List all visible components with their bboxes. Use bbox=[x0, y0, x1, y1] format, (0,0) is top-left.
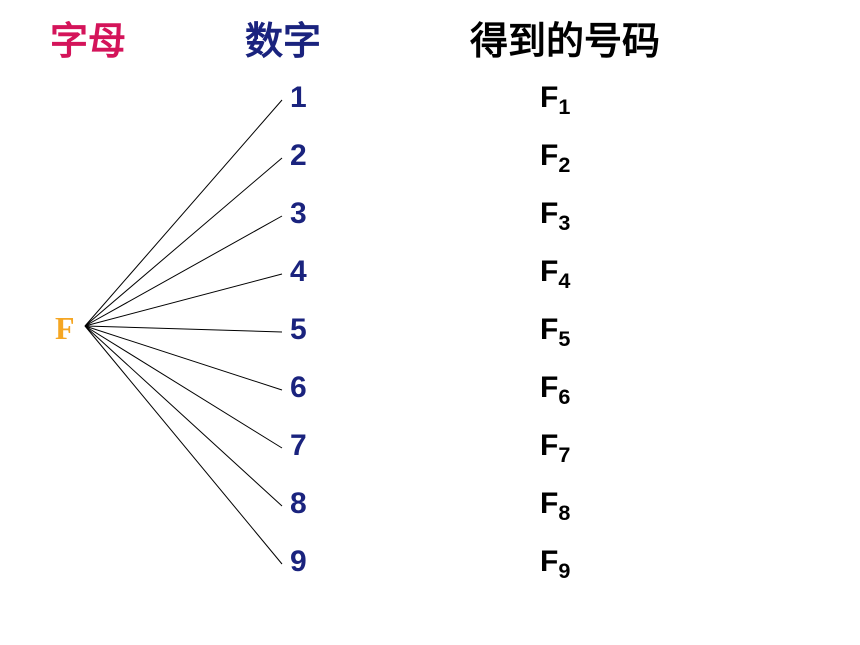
branch-line-8 bbox=[85, 326, 282, 506]
code-sub: 2 bbox=[558, 152, 570, 177]
header-letter: 字母 bbox=[50, 10, 126, 65]
code-sub: 3 bbox=[558, 210, 570, 235]
branch-line-5 bbox=[85, 326, 282, 332]
code-sub: 9 bbox=[558, 558, 570, 583]
number-5: 5 bbox=[290, 313, 307, 347]
code-sub: 7 bbox=[558, 442, 570, 467]
code-F2: F2 bbox=[540, 139, 570, 178]
branch-line-7 bbox=[85, 326, 282, 448]
header-number: 数字 bbox=[245, 10, 321, 65]
number-4: 4 bbox=[290, 255, 307, 289]
root-letter-f: F bbox=[55, 310, 75, 347]
code-F5: F5 bbox=[540, 313, 570, 352]
branch-line-2 bbox=[85, 158, 282, 326]
header-code: 得到的号码 bbox=[470, 10, 660, 65]
code-F1: F1 bbox=[540, 81, 570, 120]
code-sub: 5 bbox=[558, 326, 570, 351]
number-8: 8 bbox=[290, 487, 307, 521]
number-3: 3 bbox=[290, 197, 307, 231]
number-6: 6 bbox=[290, 371, 307, 405]
code-main: F bbox=[540, 197, 558, 230]
code-sub: 4 bbox=[558, 268, 570, 293]
code-main: F bbox=[540, 313, 558, 346]
code-F6: F6 bbox=[540, 371, 570, 410]
number-2: 2 bbox=[290, 139, 307, 173]
code-F3: F3 bbox=[540, 197, 570, 236]
code-main: F bbox=[540, 545, 558, 578]
number-1: 1 bbox=[290, 81, 307, 115]
branch-line-1 bbox=[85, 100, 282, 326]
branch-line-6 bbox=[85, 326, 282, 390]
code-F9: F9 bbox=[540, 545, 570, 584]
branch-line-4 bbox=[85, 274, 282, 326]
code-main: F bbox=[540, 371, 558, 404]
code-sub: 6 bbox=[558, 384, 570, 409]
code-sub: 8 bbox=[558, 500, 570, 525]
code-main: F bbox=[540, 81, 558, 114]
code-F4: F4 bbox=[540, 255, 570, 294]
code-F7: F7 bbox=[540, 429, 570, 468]
branch-lines bbox=[0, 0, 860, 645]
code-main: F bbox=[540, 255, 558, 288]
number-7: 7 bbox=[290, 429, 307, 463]
code-main: F bbox=[540, 429, 558, 462]
code-F8: F8 bbox=[540, 487, 570, 526]
code-main: F bbox=[540, 487, 558, 520]
code-sub: 1 bbox=[558, 94, 570, 119]
branch-line-9 bbox=[85, 326, 282, 564]
code-main: F bbox=[540, 139, 558, 172]
branch-line-3 bbox=[85, 216, 282, 326]
number-9: 9 bbox=[290, 545, 307, 579]
